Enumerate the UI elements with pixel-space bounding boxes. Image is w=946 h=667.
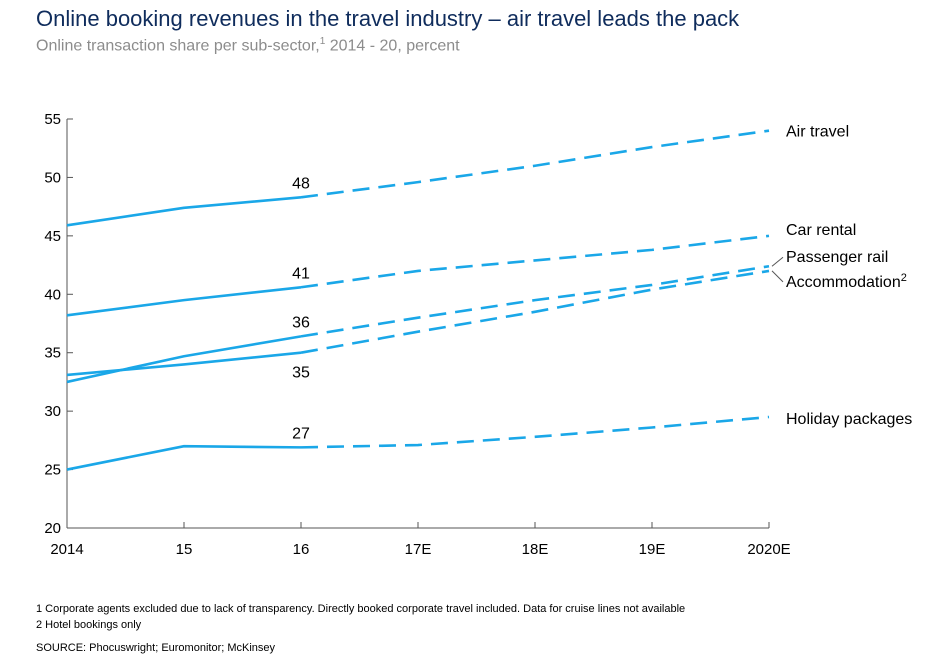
x-tick-label: 2020E bbox=[747, 541, 790, 558]
data-label: 48 bbox=[292, 175, 310, 192]
series-label: Passenger rail bbox=[786, 249, 888, 266]
series-line-actual bbox=[66, 335, 302, 384]
series-label-footnote-mark: 2 bbox=[901, 272, 907, 284]
chart-subtitle: Online transaction share per sub-sector,… bbox=[36, 36, 460, 55]
chart-title: Online booking revenues in the travel in… bbox=[36, 6, 740, 31]
series-lines bbox=[66, 129, 770, 471]
footnote-1: 1 Corporate agents excluded due to lack … bbox=[36, 603, 686, 615]
series-label-name: Air travel bbox=[786, 124, 849, 141]
x-tick-label: 19E bbox=[639, 541, 666, 558]
x-tick-label: 16 bbox=[293, 541, 310, 558]
series-label-name: Holiday packages bbox=[786, 411, 912, 428]
series-line-actual bbox=[66, 285, 302, 317]
y-tick-label: 35 bbox=[44, 345, 61, 362]
y-tick-label: 45 bbox=[44, 228, 61, 245]
data-label: 27 bbox=[292, 425, 310, 442]
series-label: Car rental bbox=[786, 222, 856, 239]
series-label-name: Accommodation bbox=[786, 274, 901, 291]
series-label-leader bbox=[771, 270, 784, 283]
x-tick-label: 17E bbox=[405, 541, 432, 558]
y-tick-label: 20 bbox=[44, 520, 61, 537]
series-line-forecast bbox=[300, 269, 770, 354]
series-line-actual bbox=[66, 195, 302, 227]
subtitle-text: Online transaction share per sub-sector, bbox=[36, 37, 320, 55]
series-line-actual bbox=[66, 351, 302, 377]
x-tick-label: 2014 bbox=[50, 541, 83, 558]
series-label: Air travel bbox=[786, 124, 849, 141]
series-label: Accommodation2 bbox=[786, 272, 907, 291]
axes: 20 25 30 35 40 45 50 55 2014 15 16 17E 18E 19E 2020E bbox=[44, 111, 790, 558]
series-label-leader bbox=[771, 256, 784, 267]
footnote-2: 2 Hotel bookings only bbox=[36, 619, 142, 631]
y-tick-label: 40 bbox=[44, 286, 61, 303]
y-tick-label: 50 bbox=[44, 169, 61, 186]
series-label-name: Passenger rail bbox=[786, 249, 888, 266]
series-label: Holiday packages bbox=[786, 411, 912, 428]
series-line-forecast bbox=[300, 415, 770, 449]
source-note: SOURCE: Phocuswright; Euromonitor; McKin… bbox=[36, 642, 276, 654]
series-line-forecast bbox=[300, 129, 770, 199]
x-tick-label: 18E bbox=[522, 541, 549, 558]
data-label: 41 bbox=[292, 265, 310, 282]
labels: 48 41 36 35 27 Air travel Car rental Passenger … bbox=[292, 124, 912, 443]
y-tick-label: 55 bbox=[44, 111, 61, 128]
series-line-forecast bbox=[300, 264, 770, 338]
line-chart: 20 25 30 35 40 45 50 55 2014 15 16 17E 18E 19E 2020E 4… bbox=[44, 111, 912, 558]
series-line-actual bbox=[66, 444, 302, 471]
subtitle-footnote-mark: 1 bbox=[319, 36, 326, 47]
y-tick-label: 30 bbox=[44, 403, 61, 420]
x-tick-label: 15 bbox=[176, 541, 193, 558]
y-tick-label: 25 bbox=[44, 462, 61, 479]
series-label-name: Car rental bbox=[786, 222, 856, 239]
data-label: 35 bbox=[292, 365, 310, 382]
series-line-forecast bbox=[300, 234, 770, 289]
data-label: 36 bbox=[292, 314, 310, 331]
subtitle-tail: 2014 - 20, percent bbox=[325, 37, 460, 55]
